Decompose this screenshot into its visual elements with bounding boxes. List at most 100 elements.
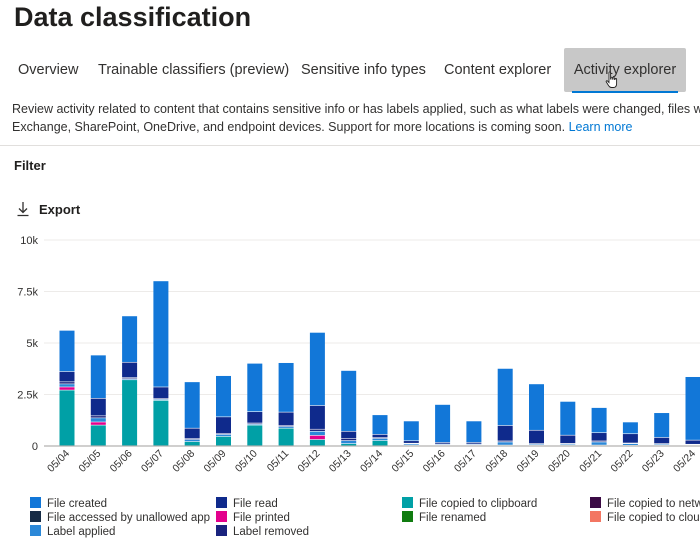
legend-item[interactable]: File renamed	[402, 511, 486, 525]
legend-item[interactable]: Label removed	[216, 525, 309, 539]
bar-segment[interactable]	[591, 442, 607, 445]
tab-overview[interactable]: Overview	[18, 62, 79, 78]
bar-segment[interactable]	[560, 435, 576, 444]
legend-item[interactable]: File copied to clipboard	[402, 497, 537, 511]
bar-segment[interactable]	[341, 440, 357, 444]
bar-segment[interactable]	[184, 439, 200, 442]
bar-segment[interactable]	[122, 316, 138, 362]
bar-segment[interactable]	[309, 332, 325, 406]
bar-segment[interactable]	[466, 421, 482, 443]
bar-segment[interactable]	[90, 418, 106, 422]
bar-segment[interactable]	[372, 434, 388, 438]
x-tick-label: 05/07	[139, 448, 166, 475]
bar-segment[interactable]	[622, 422, 638, 434]
filter-button[interactable]: Filter	[14, 158, 46, 173]
bar-segment[interactable]	[59, 382, 75, 384]
bar-segment[interactable]	[309, 405, 325, 429]
legend-item[interactable]: File printed	[216, 511, 290, 525]
bar-segment[interactable]	[278, 428, 294, 446]
export-button[interactable]: Export	[16, 199, 80, 219]
bar-segment[interactable]	[341, 431, 357, 439]
bar-segment[interactable]	[59, 390, 75, 446]
bar-segment[interactable]	[59, 387, 75, 390]
bar-segment[interactable]	[403, 441, 419, 443]
bar-segment[interactable]	[497, 442, 513, 445]
bar-segment[interactable]	[309, 439, 325, 446]
bar-segment[interactable]	[497, 425, 513, 441]
bar-segment[interactable]	[529, 430, 544, 444]
bar-segment[interactable]	[309, 429, 325, 431]
tab-activity-explorer[interactable]: Activity explorer	[564, 48, 686, 93]
bar-segment[interactable]	[216, 417, 231, 434]
bar-segment[interactable]	[184, 441, 200, 446]
tab-sensitive-info-types[interactable]: Sensitive info types	[301, 62, 426, 78]
bar-segment[interactable]	[122, 362, 138, 378]
bar-segment[interactable]	[90, 425, 106, 446]
legend-swatch	[216, 511, 227, 522]
x-tick-label: 05/19	[515, 448, 542, 475]
legend-item[interactable]: File created	[30, 497, 107, 511]
x-tick-label: 05/09	[202, 448, 229, 475]
legend-item[interactable]: File read	[216, 497, 278, 511]
bar-segment[interactable]	[309, 435, 325, 440]
export-label: Export	[39, 201, 81, 217]
bar-segment[interactable]	[90, 398, 106, 416]
bar-segment[interactable]	[341, 443, 357, 446]
bar-segment[interactable]	[247, 412, 263, 423]
bar-segment[interactable]	[372, 415, 388, 435]
bar-segment[interactable]	[59, 371, 75, 382]
bar-segment[interactable]	[216, 434, 231, 437]
bar-segment[interactable]	[309, 431, 325, 436]
legend-label: File printed	[233, 512, 290, 524]
bar-segment[interactable]	[591, 407, 607, 433]
bar-segment[interactable]	[247, 363, 263, 412]
bar-segment[interactable]	[622, 434, 638, 443]
bar-segment[interactable]	[184, 382, 200, 428]
bar-segment[interactable]	[153, 281, 169, 387]
bar-segment[interactable]	[435, 404, 451, 443]
bar-segment[interactable]	[247, 425, 263, 446]
bar-segment[interactable]	[341, 370, 357, 431]
bar-segment[interactable]	[403, 421, 419, 441]
tab-trainable-classifiers[interactable]: Trainable classifiers (preview)	[98, 62, 290, 78]
bar-segment[interactable]	[59, 384, 75, 387]
bar-segment[interactable]	[59, 330, 75, 372]
bar-segment[interactable]	[278, 362, 294, 412]
bar-segment[interactable]	[90, 355, 106, 399]
bar-segment[interactable]	[529, 384, 544, 430]
bar-segment[interactable]	[278, 426, 294, 428]
bar-segment[interactable]	[654, 413, 670, 438]
bar-segment[interactable]	[90, 422, 106, 425]
bar-segment[interactable]	[497, 368, 513, 426]
bar-segment[interactable]	[216, 375, 231, 417]
bar-segment[interactable]	[153, 400, 169, 446]
x-tick-label: 05/08	[170, 448, 197, 475]
legend-item[interactable]: File copied to netwo	[590, 497, 700, 511]
bar-segment[interactable]	[435, 442, 451, 444]
bar-segment[interactable]	[153, 387, 169, 399]
bar-segment[interactable]	[560, 401, 576, 435]
x-tick-label: 05/11	[265, 448, 292, 475]
bar-segment[interactable]	[654, 437, 670, 444]
legend-item[interactable]: Label applied	[30, 525, 115, 539]
bar-segment[interactable]	[184, 428, 200, 439]
bar-segment[interactable]	[90, 416, 106, 418]
bar-segment[interactable]	[466, 442, 482, 444]
legend-swatch	[30, 525, 41, 536]
bar-segment[interactable]	[216, 436, 231, 446]
tab-content-explorer[interactable]: Content explorer	[444, 62, 552, 78]
bar-segment[interactable]	[372, 438, 388, 441]
bar-segment[interactable]	[591, 433, 607, 441]
bar-segment[interactable]	[341, 438, 357, 441]
bar-segment[interactable]	[372, 440, 388, 446]
bar-segment[interactable]	[685, 440, 700, 444]
bar-segment[interactable]	[403, 444, 419, 445]
learn-more-link[interactable]: Learn more	[568, 120, 633, 134]
legend-item[interactable]: File accessed by unallowed app	[30, 511, 210, 525]
legend-item[interactable]: File copied to cloud	[590, 511, 700, 525]
download-icon	[17, 202, 29, 217]
bar-segment[interactable]	[122, 380, 138, 446]
bar-segment[interactable]	[685, 376, 700, 440]
bar-segment[interactable]	[622, 443, 638, 445]
bar-segment[interactable]	[278, 412, 294, 426]
